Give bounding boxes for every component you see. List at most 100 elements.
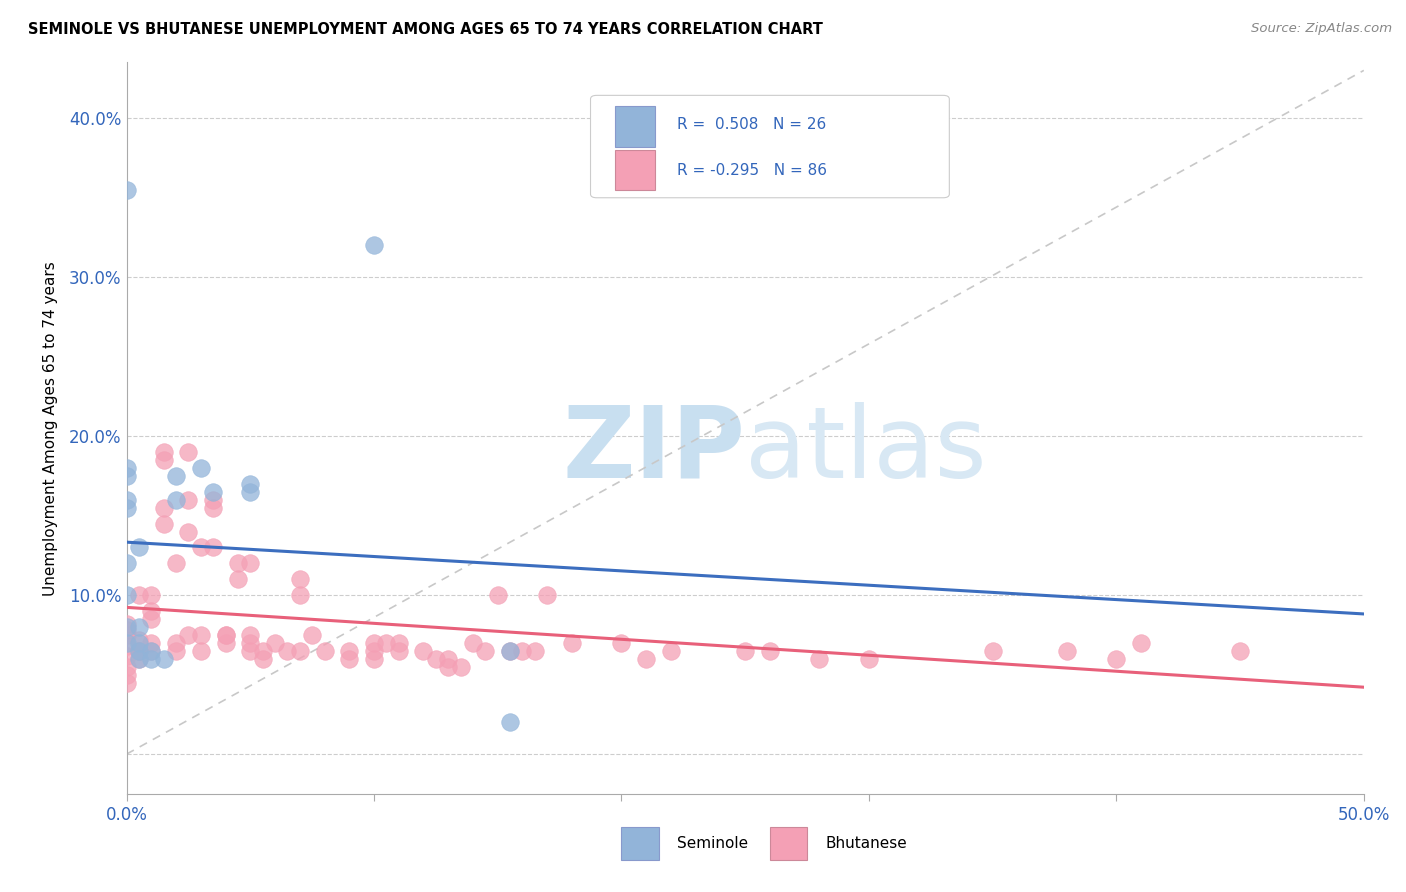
Point — [177, 628, 200, 642]
Point — [734, 644, 756, 658]
Point — [808, 651, 831, 665]
Point — [512, 644, 534, 658]
Point — [202, 541, 225, 555]
Point — [165, 468, 187, 483]
Point — [177, 492, 200, 507]
Point — [363, 636, 385, 650]
Point — [165, 636, 187, 650]
Point — [128, 644, 150, 658]
Text: ZIP: ZIP — [562, 401, 745, 499]
Point — [636, 651, 658, 665]
Point — [425, 651, 447, 665]
Point — [252, 651, 274, 665]
Point — [115, 588, 138, 602]
FancyBboxPatch shape — [591, 95, 949, 198]
Point — [190, 541, 212, 555]
Point — [499, 715, 522, 730]
Point — [288, 644, 311, 658]
Point — [128, 620, 150, 634]
Point — [437, 659, 460, 673]
Point — [115, 492, 138, 507]
Point — [1229, 644, 1251, 658]
Text: Seminole: Seminole — [678, 836, 748, 851]
Point — [288, 588, 311, 602]
Point — [388, 644, 411, 658]
Point — [128, 651, 150, 665]
Point — [363, 644, 385, 658]
Point — [141, 644, 163, 658]
Point — [165, 644, 187, 658]
Point — [115, 468, 138, 483]
Point — [1056, 644, 1078, 658]
Point — [141, 651, 163, 665]
Point — [461, 636, 484, 650]
Point — [536, 588, 558, 602]
Point — [437, 651, 460, 665]
Point — [239, 476, 262, 491]
Point — [450, 659, 472, 673]
Point — [301, 628, 323, 642]
Point — [214, 628, 236, 642]
Point — [115, 628, 138, 642]
FancyBboxPatch shape — [616, 106, 655, 146]
Point — [165, 557, 187, 571]
Point — [226, 557, 249, 571]
Point — [152, 500, 174, 515]
Point — [115, 639, 138, 653]
Point — [115, 616, 138, 631]
Point — [115, 675, 138, 690]
Point — [141, 636, 163, 650]
Text: Source: ZipAtlas.com: Source: ZipAtlas.com — [1251, 22, 1392, 36]
Point — [165, 492, 187, 507]
Point — [128, 636, 150, 650]
Point — [128, 632, 150, 647]
Point — [115, 620, 138, 634]
Point — [337, 644, 360, 658]
Point — [190, 628, 212, 642]
Point — [152, 516, 174, 531]
FancyBboxPatch shape — [616, 150, 655, 191]
Point — [610, 636, 633, 650]
Point — [337, 651, 360, 665]
Point — [412, 644, 434, 658]
Text: Bhutanese: Bhutanese — [825, 836, 907, 851]
Point — [202, 500, 225, 515]
Point — [115, 667, 138, 681]
Point — [128, 651, 150, 665]
Point — [858, 651, 880, 665]
Point — [115, 183, 138, 197]
Text: R = -0.295   N = 86: R = -0.295 N = 86 — [678, 163, 827, 178]
Point — [239, 484, 262, 499]
Point — [1105, 651, 1128, 665]
Point — [499, 644, 522, 658]
Point — [128, 644, 150, 658]
Point — [115, 636, 138, 650]
Point — [177, 524, 200, 539]
Point — [128, 644, 150, 658]
Point — [128, 588, 150, 602]
Text: SEMINOLE VS BHUTANESE UNEMPLOYMENT AMONG AGES 65 TO 74 YEARS CORRELATION CHART: SEMINOLE VS BHUTANESE UNEMPLOYMENT AMONG… — [28, 22, 823, 37]
Point — [115, 461, 138, 475]
Text: R =  0.508   N = 26: R = 0.508 N = 26 — [678, 117, 827, 132]
Point — [177, 445, 200, 459]
Point — [190, 644, 212, 658]
Point — [115, 623, 138, 637]
Point — [363, 238, 385, 252]
Point — [314, 644, 336, 658]
Point — [759, 644, 782, 658]
Point — [239, 557, 262, 571]
Point — [115, 648, 138, 663]
Point — [141, 612, 163, 626]
Y-axis label: Unemployment Among Ages 65 to 74 years: Unemployment Among Ages 65 to 74 years — [44, 260, 58, 596]
FancyBboxPatch shape — [770, 827, 807, 860]
FancyBboxPatch shape — [621, 827, 658, 860]
Point — [202, 484, 225, 499]
Point — [141, 604, 163, 618]
Point — [115, 500, 138, 515]
Point — [115, 557, 138, 571]
Point — [276, 644, 298, 658]
Point — [252, 644, 274, 658]
Point — [388, 636, 411, 650]
Point — [214, 628, 236, 642]
Point — [141, 644, 163, 658]
